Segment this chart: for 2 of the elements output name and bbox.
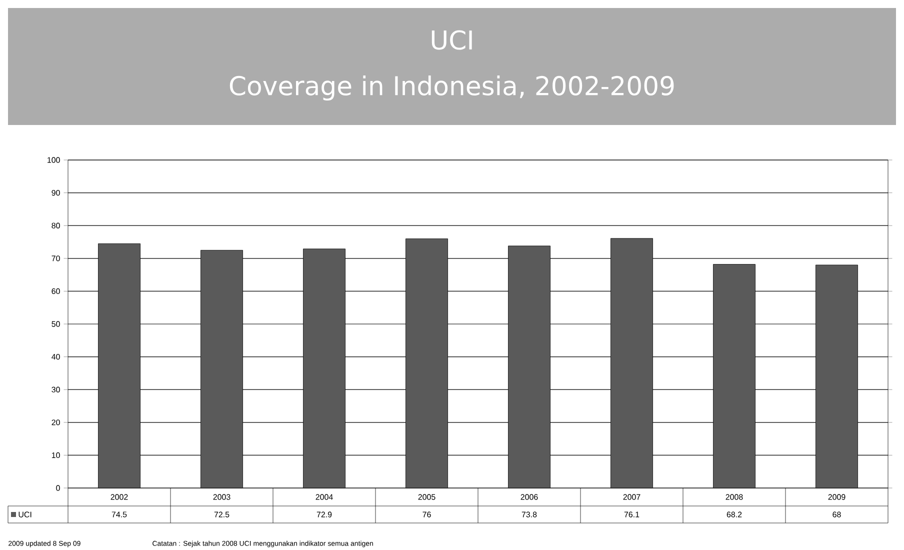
chart-title: UCI — [432, 30, 472, 50]
chart-subtitle: Coverage in Indonesia, 2002-2009 — [230, 75, 674, 101]
